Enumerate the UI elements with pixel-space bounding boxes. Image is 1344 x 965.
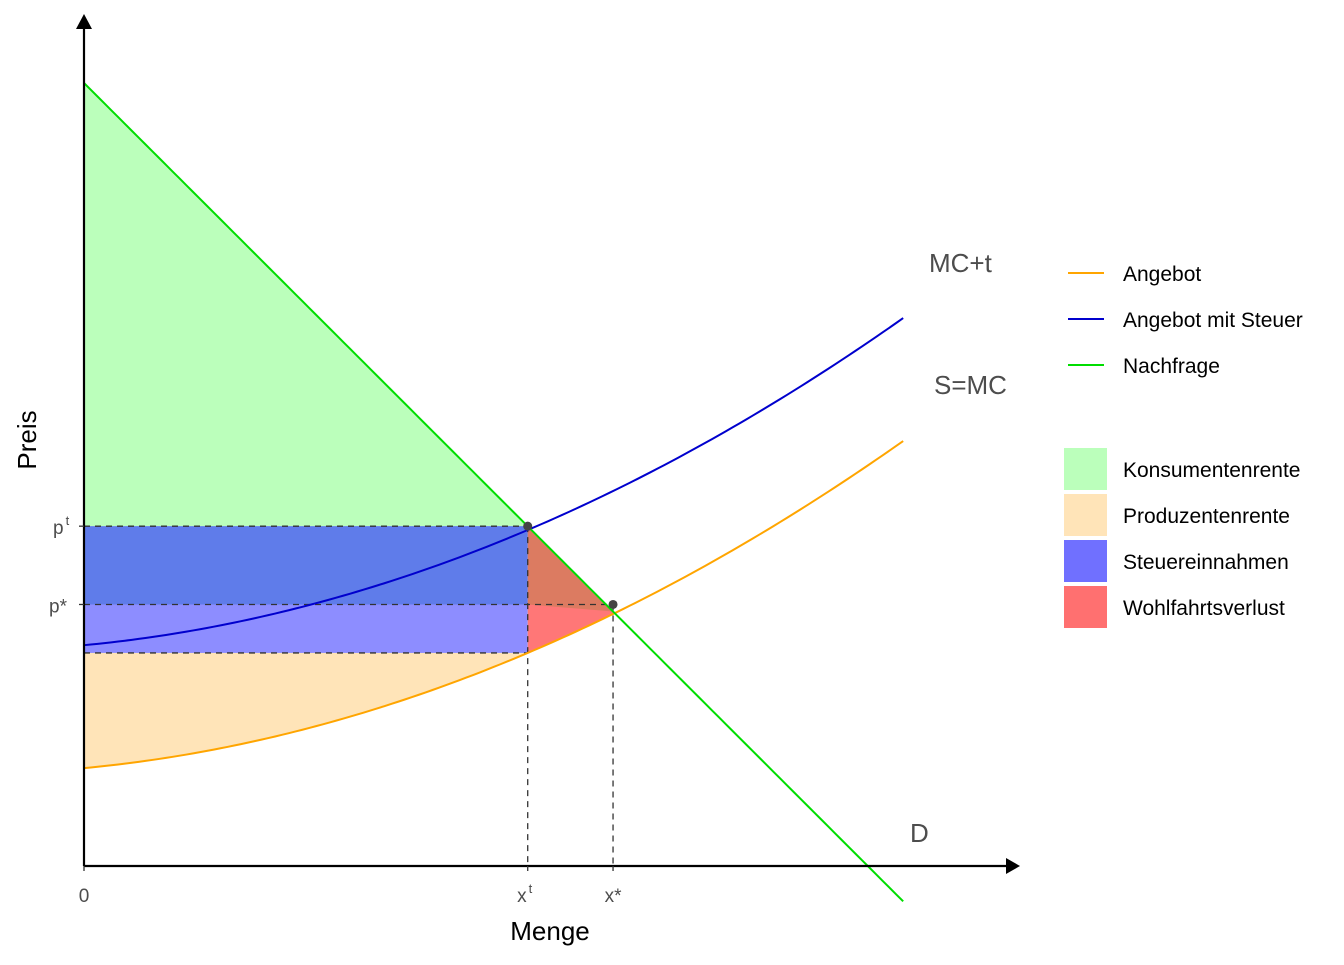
legend-swatch-produzentenrente [1064, 494, 1107, 536]
equilibrium-points [523, 521, 618, 609]
demand-label: D [910, 818, 929, 848]
x-tick-label-1-sup: t [529, 881, 533, 896]
axes [76, 14, 1020, 874]
y-tick-label-0-sup: t [66, 513, 70, 528]
x-axis-title: Menge [510, 916, 590, 946]
legend-swatch-wohlfahrtsverlust [1064, 586, 1107, 628]
legend-label-demand-curve: Nachfrage [1123, 355, 1220, 378]
legend-swatch-steuereinnahmen [1064, 540, 1107, 582]
legend-label-supply-curve: Angebot [1123, 263, 1201, 286]
point-tax-equilibrium [523, 521, 533, 531]
x-tick-label-2: x* [605, 886, 623, 907]
y-tick-label-1: p* [49, 596, 68, 617]
demand-curve [83, 82, 904, 903]
supply-tax-curve [83, 317, 904, 647]
legend-label-wohlfahrtsverlust: Wohlfahrtsverlust [1123, 597, 1285, 620]
legend-label-steuereinnahmen: Steuereinnahmen [1123, 551, 1289, 574]
supply-label: S=MC [934, 370, 1007, 400]
area-produzentenrente [84, 652, 528, 769]
legend: Angebot Angebot mit Steuer Nachfrage Konsum… [1064, 263, 1303, 628]
curve-labels: S=MC MC+t D [910, 248, 1007, 848]
point-equilibrium [608, 599, 618, 609]
supply-curve [83, 440, 904, 770]
y-axis-title: Preis [12, 410, 42, 469]
area-steuer-upper-band [84, 526, 528, 605]
legend-label-konsumentenrente: Konsumentenrente [1123, 459, 1300, 482]
legend-label-supply-tax-curve: Angebot mit Steuer [1123, 309, 1303, 332]
x-axis-arrow [1006, 858, 1020, 874]
surplus-areas [84, 83, 614, 769]
y-axis-arrow [76, 14, 92, 29]
legend-swatch-konsumentenrente [1064, 448, 1107, 490]
curves [83, 82, 904, 903]
x-tick-label-0: 0 [79, 886, 90, 907]
supply-tax-label: MC+t [929, 248, 993, 278]
legend-label-produzentenrente: Produzentenrente [1123, 505, 1290, 528]
guide-lines [84, 525, 614, 866]
